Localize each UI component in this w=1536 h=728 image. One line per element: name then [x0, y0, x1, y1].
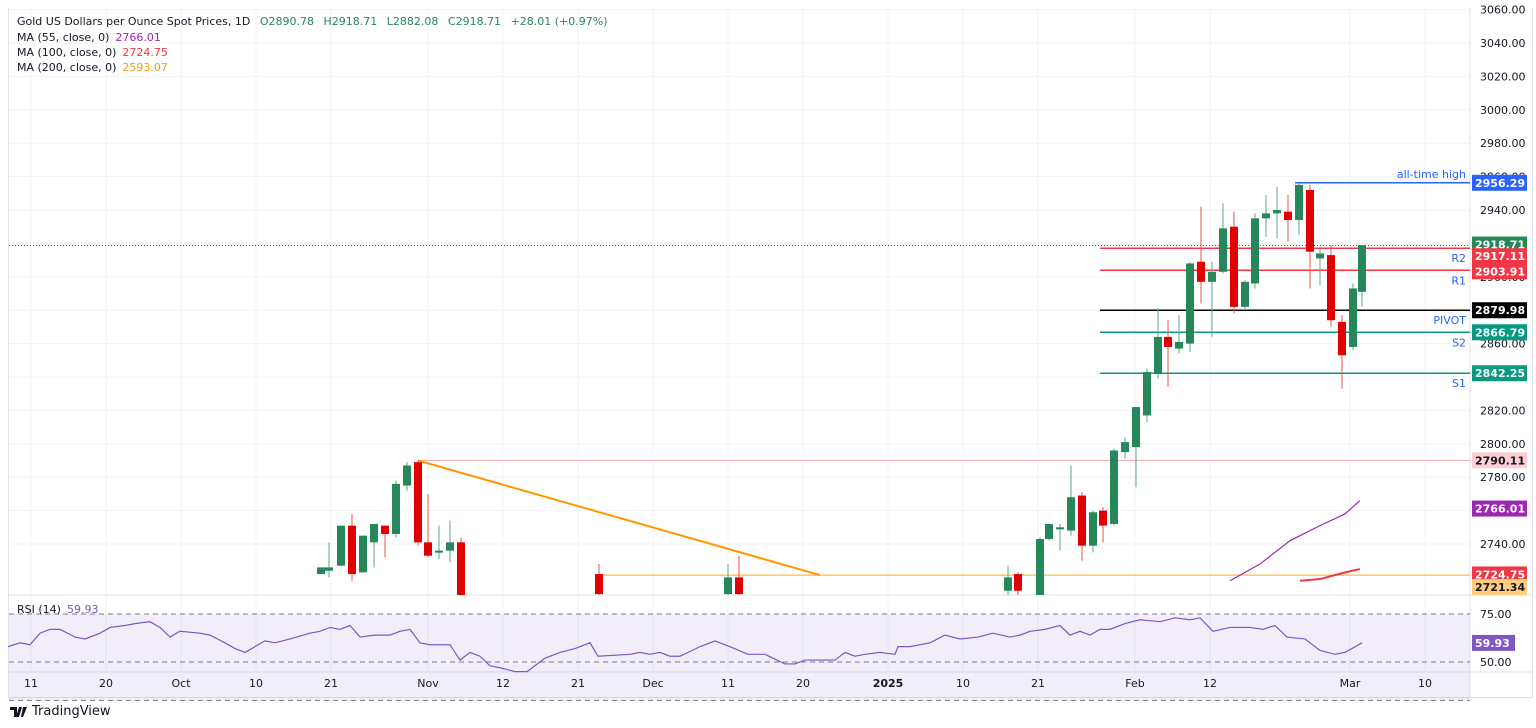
svg-text:Nov: Nov [417, 677, 439, 690]
open-value: O2890.78 [259, 15, 314, 28]
svg-text:2980.00: 2980.00 [1480, 137, 1526, 150]
svg-text:21: 21 [1031, 677, 1045, 690]
ma200-label: MA (200, close, 0) [17, 61, 117, 74]
rsi-pane: 75.00 50.00 [7, 608, 1512, 701]
close-value: C2918.71 [447, 15, 502, 28]
brand-label: TradingView [32, 704, 111, 719]
svg-text:59.93: 59.93 [1475, 637, 1510, 650]
low-value: L2882.08 [386, 15, 439, 28]
ma55-legend: MA (55, close, 0) 2766.01 [17, 31, 167, 44]
price-tags: 2956.292918.712917.112903.912879.982866.… [1472, 174, 1527, 651]
svg-text:3040.00: 3040.00 [1480, 37, 1526, 50]
grid-lines [9, 8, 1533, 698]
svg-text:2956.29: 2956.29 [1475, 177, 1525, 190]
svg-text:R2: R2 [1451, 252, 1466, 265]
svg-text:21: 21 [571, 677, 585, 690]
ma100-value: 2724.75 [122, 46, 168, 59]
svg-text:10: 10 [249, 677, 263, 690]
ma200-legend: MA (200, close, 0) 2593.07 [17, 61, 174, 74]
svg-text:2903.91: 2903.91 [1475, 265, 1525, 278]
svg-text:2800.00: 2800.00 [1480, 438, 1526, 451]
svg-text:11: 11 [721, 677, 735, 690]
svg-text:2740.00: 2740.00 [1480, 538, 1526, 551]
svg-text:2025: 2025 [873, 677, 904, 690]
svg-text:2721.34: 2721.34 [1475, 581, 1525, 594]
svg-text:11: 11 [24, 677, 38, 690]
high-value: H2918.71 [323, 15, 378, 28]
svg-text:2866.79: 2866.79 [1475, 326, 1525, 339]
svg-text:2780.00: 2780.00 [1480, 471, 1526, 484]
svg-text:12: 12 [1203, 677, 1217, 690]
svg-text:Oct: Oct [171, 677, 191, 690]
svg-text:Dec: Dec [642, 677, 663, 690]
svg-text:2724.75: 2724.75 [1475, 568, 1525, 581]
svg-text:20: 20 [99, 677, 113, 690]
svg-text:R1: R1 [1451, 274, 1466, 287]
tradingview-brand[interactable]: TradingView [10, 704, 111, 719]
svg-text:50.00: 50.00 [1480, 656, 1512, 669]
svg-text:2842.25: 2842.25 [1475, 367, 1525, 380]
svg-text:Mar: Mar [1340, 677, 1361, 690]
level-lines: all-time high R2 R1 PIVOT S2 S1 [9, 168, 1470, 576]
ma100-legend: MA (100, close, 0) 2724.75 [17, 46, 174, 59]
ma55-label: MA (55, close, 0) [17, 31, 110, 44]
svg-text:20: 20 [796, 677, 810, 690]
svg-text:2940.00: 2940.00 [1480, 204, 1526, 217]
svg-text:10: 10 [1418, 677, 1432, 690]
svg-text:2917.11: 2917.11 [1475, 250, 1525, 263]
moving-averages [1229, 500, 1361, 582]
svg-text:2879.98: 2879.98 [1475, 304, 1525, 317]
trendline[interactable] [417, 459, 821, 577]
symbol-title: Gold US Dollars per Ounce Spot Prices, 1… [17, 15, 251, 28]
rsi-label: RSI (14) [17, 603, 61, 616]
tradingview-logo-icon [10, 706, 27, 717]
svg-text:2766.01: 2766.01 [1475, 503, 1525, 516]
svg-text:3060.00: 3060.00 [1480, 4, 1526, 17]
svg-text:10: 10 [956, 677, 970, 690]
chart-frame [8, 8, 1533, 698]
svg-text:21: 21 [324, 677, 338, 690]
candlesticks [317, 183, 1366, 595]
svg-text:S2: S2 [1452, 336, 1466, 349]
svg-text:2790.11: 2790.11 [1475, 454, 1525, 467]
svg-text:2860.00: 2860.00 [1480, 338, 1526, 351]
svg-text:75.00: 75.00 [1480, 608, 1512, 621]
svg-text:3000.00: 3000.00 [1480, 104, 1526, 117]
svg-text:S1: S1 [1452, 377, 1466, 390]
svg-text:all-time high: all-time high [1397, 168, 1466, 181]
svg-text:3020.00: 3020.00 [1480, 70, 1526, 83]
ma100-label: MA (100, close, 0) [17, 46, 117, 59]
time-axis[interactable]: 11 20 Oct 10 21 Nov 12 21 Dec 11 20 2025 10 21 Feb 12 Ma… [24, 677, 1432, 690]
svg-text:12: 12 [496, 677, 510, 690]
svg-text:Feb: Feb [1125, 677, 1144, 690]
ma55-value: 2766.01 [115, 31, 161, 44]
change-value: +28.01 (+0.97%) [510, 15, 608, 28]
symbol-legend: Gold US Dollars per Ounce Spot Prices, 1… [17, 15, 614, 28]
svg-text:2820.00: 2820.00 [1480, 404, 1526, 417]
ma200-value: 2593.07 [122, 61, 168, 74]
rsi-legend: RSI (14) 59.93 [17, 603, 104, 616]
svg-text:PIVOT: PIVOT [1433, 314, 1466, 327]
rsi-value: 59.93 [66, 603, 99, 616]
